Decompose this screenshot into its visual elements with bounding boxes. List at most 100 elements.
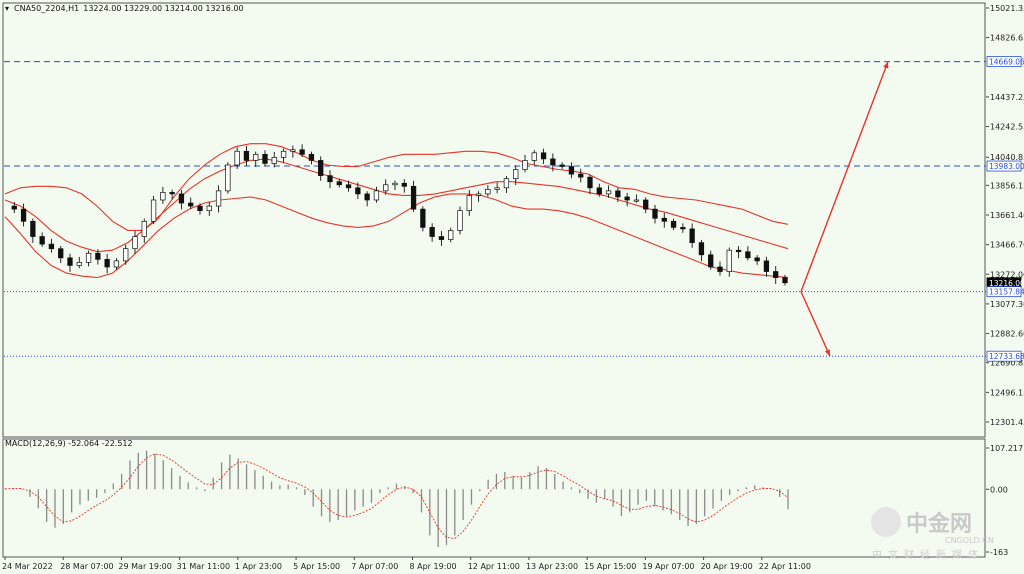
candle-body[interactable]: [280, 150, 287, 158]
time-axis-tick-label: 8 Apr 19:00: [410, 562, 457, 571]
candle-body[interactable]: [383, 184, 389, 192]
candle-body[interactable]: [698, 242, 705, 256]
candle-body[interactable]: [438, 236, 445, 240]
price-axis-tick-label: 12496.15: [990, 388, 1024, 397]
candle-body[interactable]: [466, 195, 472, 211]
candle-body[interactable]: [206, 205, 212, 211]
candle-body[interactable]: [373, 190, 380, 201]
candle-body[interactable]: [726, 249, 732, 272]
candle-body[interactable]: [318, 160, 324, 176]
candle-body[interactable]: [531, 152, 537, 161]
candle-body[interactable]: [615, 190, 621, 198]
candle-body[interactable]: [262, 153, 268, 164]
candle-body[interactable]: [392, 182, 398, 186]
candle-body[interactable]: [253, 153, 259, 161]
candle-body[interactable]: [76, 262, 82, 266]
candle-body[interactable]: [457, 210, 463, 231]
candle-body[interactable]: [429, 227, 435, 237]
candle-body[interactable]: [540, 152, 547, 160]
candle-body[interactable]: [410, 185, 417, 210]
symbol-caret-icon[interactable]: ▾: [5, 4, 9, 13]
candle-body[interactable]: [336, 181, 342, 186]
bollinger-lower-band: [4, 193, 789, 279]
candle-body[interactable]: [104, 259, 110, 268]
price-axis-tick-label: 14826.65: [990, 34, 1024, 43]
symbol-label: CNA50_2204,H1: [14, 4, 79, 13]
candle-body[interactable]: [643, 199, 649, 210]
candle-body[interactable]: [364, 193, 370, 201]
candle-body[interactable]: [448, 230, 454, 240]
candle-body[interactable]: [494, 187, 500, 190]
candle-body[interactable]: [178, 193, 185, 204]
macd-axis-tick-label: -163: [990, 548, 1008, 557]
candle-body[interactable]: [596, 187, 602, 195]
candle-body[interactable]: [299, 149, 305, 155]
candle-body[interactable]: [559, 164, 565, 167]
candle-body[interactable]: [503, 178, 510, 189]
candle-body[interactable]: [141, 220, 147, 237]
candle-body[interactable]: [243, 150, 250, 161]
candle-body[interactable]: [633, 199, 640, 202]
candle-body[interactable]: [745, 251, 751, 259]
bollinger-upper-band: [4, 143, 789, 231]
candle-body[interactable]: [717, 266, 723, 272]
candle-body[interactable]: [39, 236, 45, 245]
candle-body[interactable]: [680, 227, 686, 230]
price-axis-tick-label: 12301.45: [990, 418, 1024, 427]
candle-body[interactable]: [48, 243, 55, 250]
candle-body[interactable]: [513, 169, 519, 180]
candle-body[interactable]: [605, 190, 612, 195]
price-level-tag-label: 12733.68: [989, 352, 1024, 361]
candle-body[interactable]: [95, 252, 101, 260]
candle-body[interactable]: [475, 193, 482, 196]
candle-body[interactable]: [763, 260, 770, 272]
candle-body[interactable]: [85, 252, 92, 263]
price-axis-tick-label: 13466.70: [990, 241, 1024, 250]
candle-body[interactable]: [113, 260, 120, 268]
candle-body[interactable]: [290, 149, 296, 152]
candle-body[interactable]: [215, 190, 222, 207]
candle-body[interactable]: [689, 228, 695, 243]
candle-body[interactable]: [587, 176, 593, 189]
price-level-tag-label: 13983.00: [989, 162, 1024, 171]
candle-body[interactable]: [327, 175, 333, 183]
candle-body[interactable]: [58, 248, 64, 259]
candle-body[interactable]: [355, 187, 361, 195]
candle-body[interactable]: [773, 271, 779, 278]
time-axis-tick-label: 13 Apr 23:00: [526, 562, 578, 571]
candle-body[interactable]: [188, 202, 194, 207]
candle-body[interactable]: [67, 257, 73, 266]
candle-body[interactable]: [661, 217, 667, 222]
candle-body[interactable]: [150, 199, 157, 222]
candle-body[interactable]: [234, 150, 240, 166]
candle-body[interactable]: [132, 236, 138, 250]
candle-body[interactable]: [401, 182, 407, 187]
candle-body[interactable]: [308, 153, 315, 161]
candle-body[interactable]: [578, 173, 584, 178]
candle-body[interactable]: [169, 192, 175, 195]
candle-body[interactable]: [624, 196, 630, 201]
candle-body[interactable]: [708, 254, 714, 268]
candle-body[interactable]: [568, 166, 575, 175]
candle-body[interactable]: [225, 164, 231, 192]
candle-body[interactable]: [754, 257, 760, 262]
candle-body[interactable]: [30, 220, 36, 237]
candle-body[interactable]: [197, 205, 203, 211]
candle-body[interactable]: [485, 188, 491, 195]
price-axis-tick-label: 14040.85: [990, 153, 1024, 162]
candle-body[interactable]: [271, 157, 277, 164]
candle-body[interactable]: [123, 248, 129, 262]
candle-body[interactable]: [522, 160, 528, 170]
candle-body[interactable]: [782, 277, 788, 284]
candle-body[interactable]: [670, 220, 677, 228]
candle-body[interactable]: [11, 205, 17, 210]
candle-body[interactable]: [420, 208, 426, 228]
candle-body[interactable]: [550, 158, 556, 166]
candle-body[interactable]: [20, 208, 27, 222]
candle-body[interactable]: [345, 184, 352, 189]
macd-signal-line: [4, 453, 789, 539]
candle-body[interactable]: [652, 208, 658, 219]
candle-body[interactable]: [160, 192, 166, 201]
candle-body[interactable]: [735, 249, 742, 253]
